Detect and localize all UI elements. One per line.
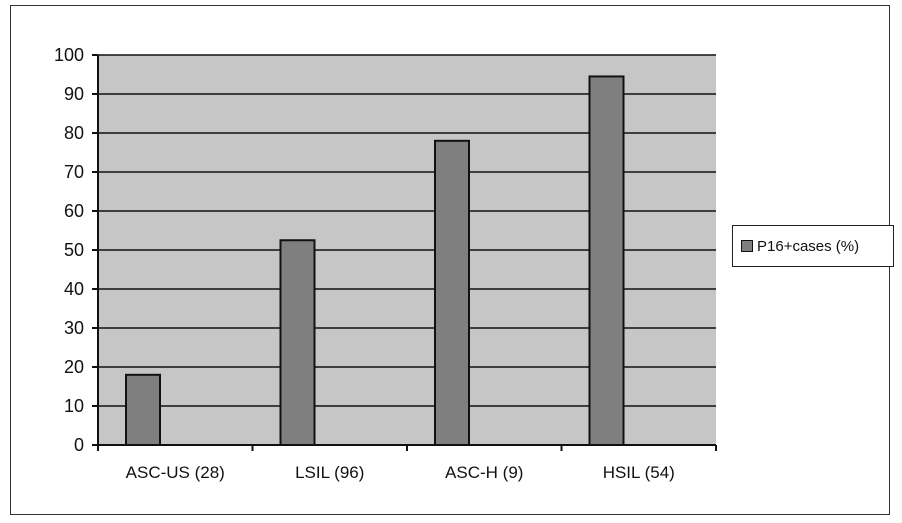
y-tick-label: 10: [64, 396, 84, 416]
bar: [279, 239, 316, 446]
bars: [125, 75, 625, 447]
y-tick-label: 100: [54, 45, 84, 65]
y-tick-label: 70: [64, 162, 84, 182]
x-tick-label: ASC-US (28): [126, 463, 225, 482]
y-tick-label: 0: [74, 435, 84, 455]
y-tick-label: 20: [64, 357, 84, 377]
y-tick-label: 80: [64, 123, 84, 143]
y-tick-label: 40: [64, 279, 84, 299]
legend-swatch: [741, 240, 753, 252]
y-tick-label: 30: [64, 318, 84, 338]
x-tick-label: ASC-H (9): [445, 463, 523, 482]
x-tick-label: LSIL (96): [295, 463, 364, 482]
bar: [125, 373, 161, 446]
y-tick-label: 50: [64, 240, 84, 260]
bar: [588, 75, 625, 446]
legend-label: P16+cases (%): [757, 237, 860, 255]
y-tick-label: 90: [64, 84, 84, 104]
x-tick-label: HSIL (54): [603, 463, 675, 482]
legend: P16+cases (%): [732, 225, 894, 267]
x-tick-labels: ASC-US (28) LSIL (96) ASC-H (9) HSIL (54): [126, 463, 675, 482]
axes: [92, 54, 717, 451]
bar: [434, 139, 470, 447]
y-tick-label: 60: [64, 201, 84, 221]
y-tick-labels: 0 10 20 30 40 50 60 70 80 90 100: [54, 45, 84, 455]
